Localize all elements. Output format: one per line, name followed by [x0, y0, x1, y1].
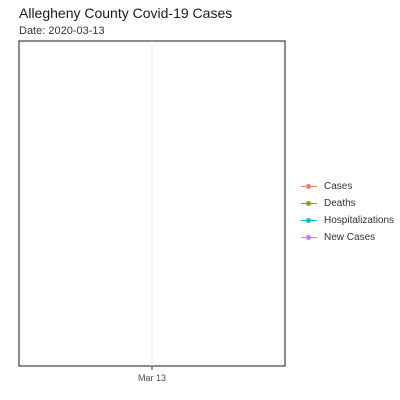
x-tick-label-mar-13: Mar 13 [138, 373, 166, 383]
legend-item-deaths: Deaths [300, 195, 394, 212]
legend-key-hospitalizations [300, 215, 318, 227]
legend-item-cases: Cases [300, 178, 394, 195]
chart-subtitle: Date: 2020-03-13 [19, 25, 105, 37]
legend-key-cases [300, 181, 318, 193]
legend-label-new-cases: New Cases [324, 232, 376, 243]
legend-label-deaths: Deaths [324, 198, 356, 209]
chart-title: Allegheny County Covid-19 Cases [19, 5, 233, 21]
legend-key-deaths [300, 198, 318, 210]
legend-item-hospitalizations: Hospitalizations [300, 212, 394, 229]
legend-label-hospitalizations: Hospitalizations [324, 215, 395, 226]
legend-key-new-cases [300, 232, 318, 244]
legend-label-cases: Cases [324, 181, 353, 192]
legend-item-new-cases: New Cases [300, 229, 394, 246]
legend: Cases Deaths Hospitalizations New Cases [300, 178, 394, 246]
